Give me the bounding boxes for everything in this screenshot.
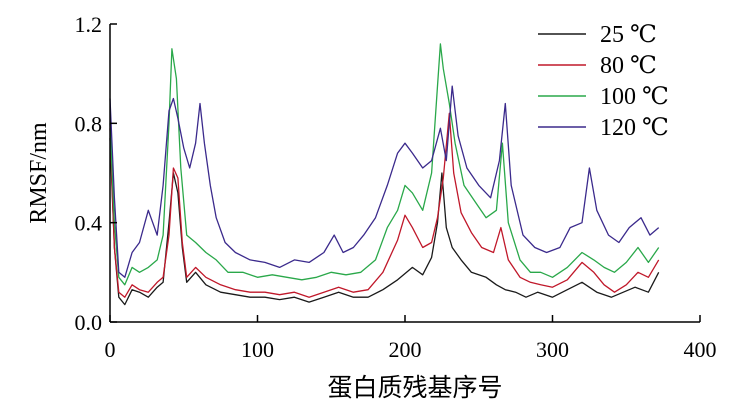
y-tick-label-0.4: 0.4	[75, 211, 103, 236]
series-group	[109, 43, 660, 306]
x-axis-title: 蛋白质残基序号	[327, 373, 502, 402]
y-tick-label-1.2: 1.2	[75, 12, 103, 37]
legend: 25 ℃ 80 ℃ 100 ℃ 120 ℃	[538, 22, 669, 141]
series-line-1	[109, 138, 660, 306]
y-tick-label-0.8: 0.8	[75, 111, 103, 136]
x-tick-label-300: 300	[536, 337, 569, 362]
series-line-4	[109, 85, 660, 278]
legend-label-4: 120 ℃	[600, 115, 669, 141]
legend-label-3: 100 ℃	[600, 84, 669, 110]
x-tick-label-200: 200	[389, 337, 422, 362]
y-axis-title: RMSF/nm	[26, 122, 52, 224]
x-tick-label-400: 400	[684, 337, 717, 362]
series-line-2	[109, 112, 660, 298]
legend-label-2: 80 ℃	[600, 53, 657, 79]
axes-group: 0 100 200 300 400 0.0 0.4 0.8 1.2	[75, 12, 717, 362]
y-tick-label-0.0: 0.0	[75, 310, 103, 335]
series-line-3	[109, 43, 660, 286]
x-tick-label-100: 100	[241, 337, 274, 362]
legend-label-1: 25 ℃	[600, 22, 657, 48]
x-tick-label-0: 0	[105, 337, 116, 362]
